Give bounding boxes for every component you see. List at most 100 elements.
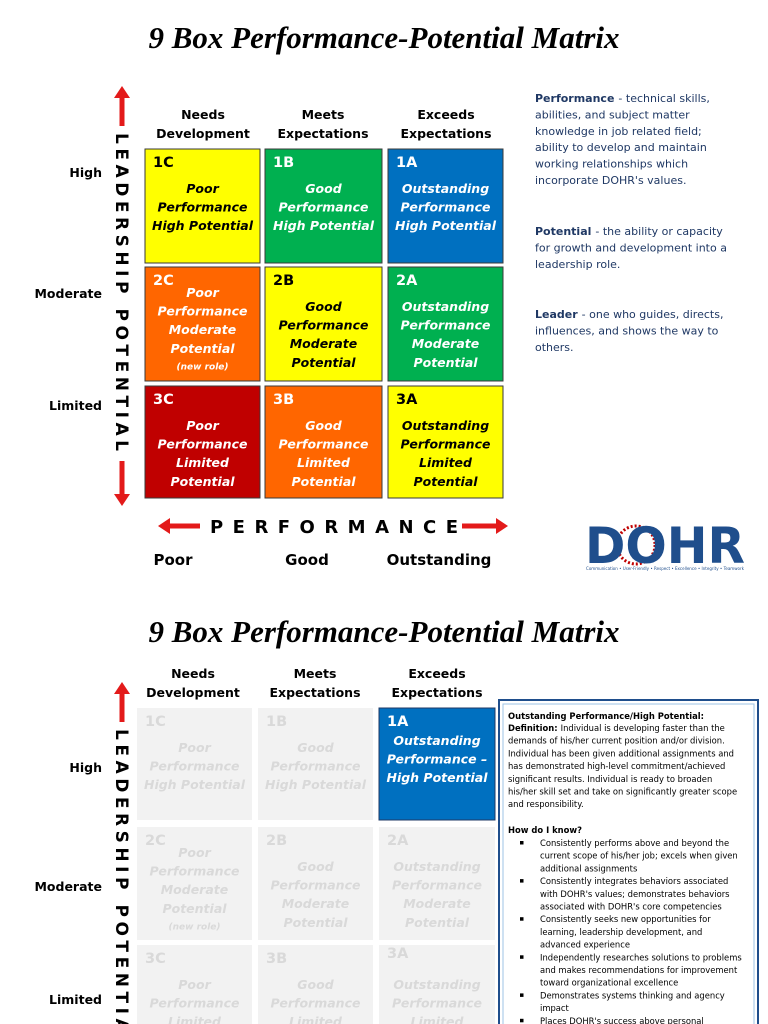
box-text: Performance: [150, 759, 240, 774]
row-label: High: [69, 760, 102, 775]
box-code: 1C: [145, 714, 166, 730]
matrix-box: [258, 708, 373, 820]
box-text: Potential: [170, 474, 235, 489]
box-code: 1B: [273, 155, 294, 171]
column-header: Development: [146, 685, 240, 700]
row-label: Moderate: [34, 879, 102, 894]
box-text: High Potential: [152, 218, 254, 233]
box-code: 3B: [273, 392, 294, 408]
arrow-head: [496, 518, 508, 534]
column-header: Expectations: [400, 126, 491, 141]
box-text: Outstanding: [393, 859, 480, 874]
box-code: 1A: [396, 155, 418, 171]
box-text: Potential: [283, 915, 348, 930]
box-text: Poor: [186, 285, 219, 300]
bullet-text: advanced experience: [540, 940, 630, 950]
bullet: [520, 841, 524, 845]
definition-line: knowledge in job related field;: [535, 125, 702, 138]
box-text: Performance: [271, 878, 361, 893]
row-label: High: [69, 165, 102, 180]
box-text: Moderate: [161, 882, 229, 897]
definition-line: leadership role.: [535, 258, 620, 271]
column-header: Development: [156, 126, 250, 141]
definition-line: Leader - one who guides, directs,: [535, 308, 723, 321]
matrix-box: [137, 708, 252, 820]
detail-line: Individual has been given additional ass…: [508, 748, 734, 758]
matrix-box: [258, 945, 373, 1024]
box-text: Moderate: [169, 322, 237, 337]
box-text: Performance: [158, 437, 248, 452]
box-text: Outstanding: [402, 181, 489, 196]
definition-line: influences, and shows the way to: [535, 324, 719, 337]
bullet-text: learning, leadership development, and: [540, 927, 702, 937]
column-header: Expectations: [277, 126, 368, 141]
matrix-box: [264, 148, 383, 264]
detail-line: his/her skill set and take on significan…: [508, 787, 737, 797]
row-label: Limited: [49, 992, 102, 1007]
box-text: Poor: [186, 181, 219, 196]
box-text: Moderate: [290, 336, 358, 351]
box-text: Moderate: [412, 336, 480, 351]
box-text: Potential: [291, 474, 356, 489]
box-text: Poor: [178, 845, 211, 860]
box-code: 3A: [396, 392, 418, 408]
box-text: Potential: [291, 355, 356, 370]
detail-text: Individual is developing faster than the: [561, 723, 725, 733]
column-header: Meets: [294, 666, 337, 681]
box-text: Performance: [279, 200, 369, 215]
bullet-text: Places DOHR's success above personal: [540, 1016, 704, 1024]
x-axis-label: PERFORMANCE: [210, 517, 458, 538]
box-text: Performance –: [387, 752, 488, 767]
box-code: 3C: [145, 951, 166, 967]
arrow-head: [114, 86, 130, 98]
box-text: Outstanding: [393, 733, 480, 748]
box-text: Poor: [186, 418, 219, 433]
matrix-box: [387, 385, 504, 499]
matrix-box: [144, 385, 261, 499]
bullet-text: current scope of his/her job; excels whe…: [540, 851, 738, 861]
box-text: Performance: [392, 878, 482, 893]
row-label: Limited: [49, 398, 102, 413]
matrix-box: [137, 827, 252, 940]
box-text: Performance: [401, 318, 491, 333]
box-code: 3B: [266, 951, 287, 967]
matrix-title: 9 Box Performance-Potential Matrix: [148, 20, 619, 55]
box-code: 3C: [153, 392, 174, 408]
box-text: Potential: [413, 355, 478, 370]
bullet: [520, 993, 524, 997]
box-text: Potential: [405, 915, 470, 930]
box-text: Good: [305, 181, 342, 196]
box-text: High Potential: [386, 770, 488, 785]
matrix-box: [258, 827, 373, 940]
box-text: Limited: [289, 1014, 343, 1024]
matrix-box: [378, 707, 496, 821]
bullet: [520, 1018, 524, 1023]
matrix-box: [144, 148, 261, 264]
column-header: Meets: [302, 107, 345, 122]
box-text: Good: [297, 977, 334, 992]
x-scale-label: Outstanding: [387, 551, 492, 569]
box-note: (new role): [177, 362, 229, 372]
definition-term: Performance: [535, 92, 614, 105]
logo-tagline: Communication • User-Friendly • Respect …: [586, 566, 745, 571]
matrix-box: [387, 148, 504, 264]
definition-line: ability to develop and maintain: [535, 141, 707, 154]
matrix-box: [144, 266, 261, 382]
detail-line: Definition: Individual is developing fast…: [508, 723, 725, 733]
box-text: Performance: [150, 864, 240, 879]
box-text: Performance: [271, 996, 361, 1011]
bullet-text: Consistently integrates behaviors associ…: [540, 876, 728, 886]
box-text: Moderate: [282, 896, 350, 911]
box-text: Performance: [392, 996, 482, 1011]
definition-line: working relationships which: [535, 158, 688, 171]
matrix-box: [264, 385, 383, 499]
box-text: Good: [305, 418, 342, 433]
box-text: High Potential: [144, 777, 246, 792]
definition-line: Performance - technical skills,: [535, 92, 710, 105]
arrow-head: [114, 682, 130, 694]
box-text: High Potential: [395, 218, 497, 233]
box-text: Performance: [150, 996, 240, 1011]
definition-text: - the ability or capacity: [595, 225, 723, 238]
box-text: Limited: [176, 455, 230, 470]
